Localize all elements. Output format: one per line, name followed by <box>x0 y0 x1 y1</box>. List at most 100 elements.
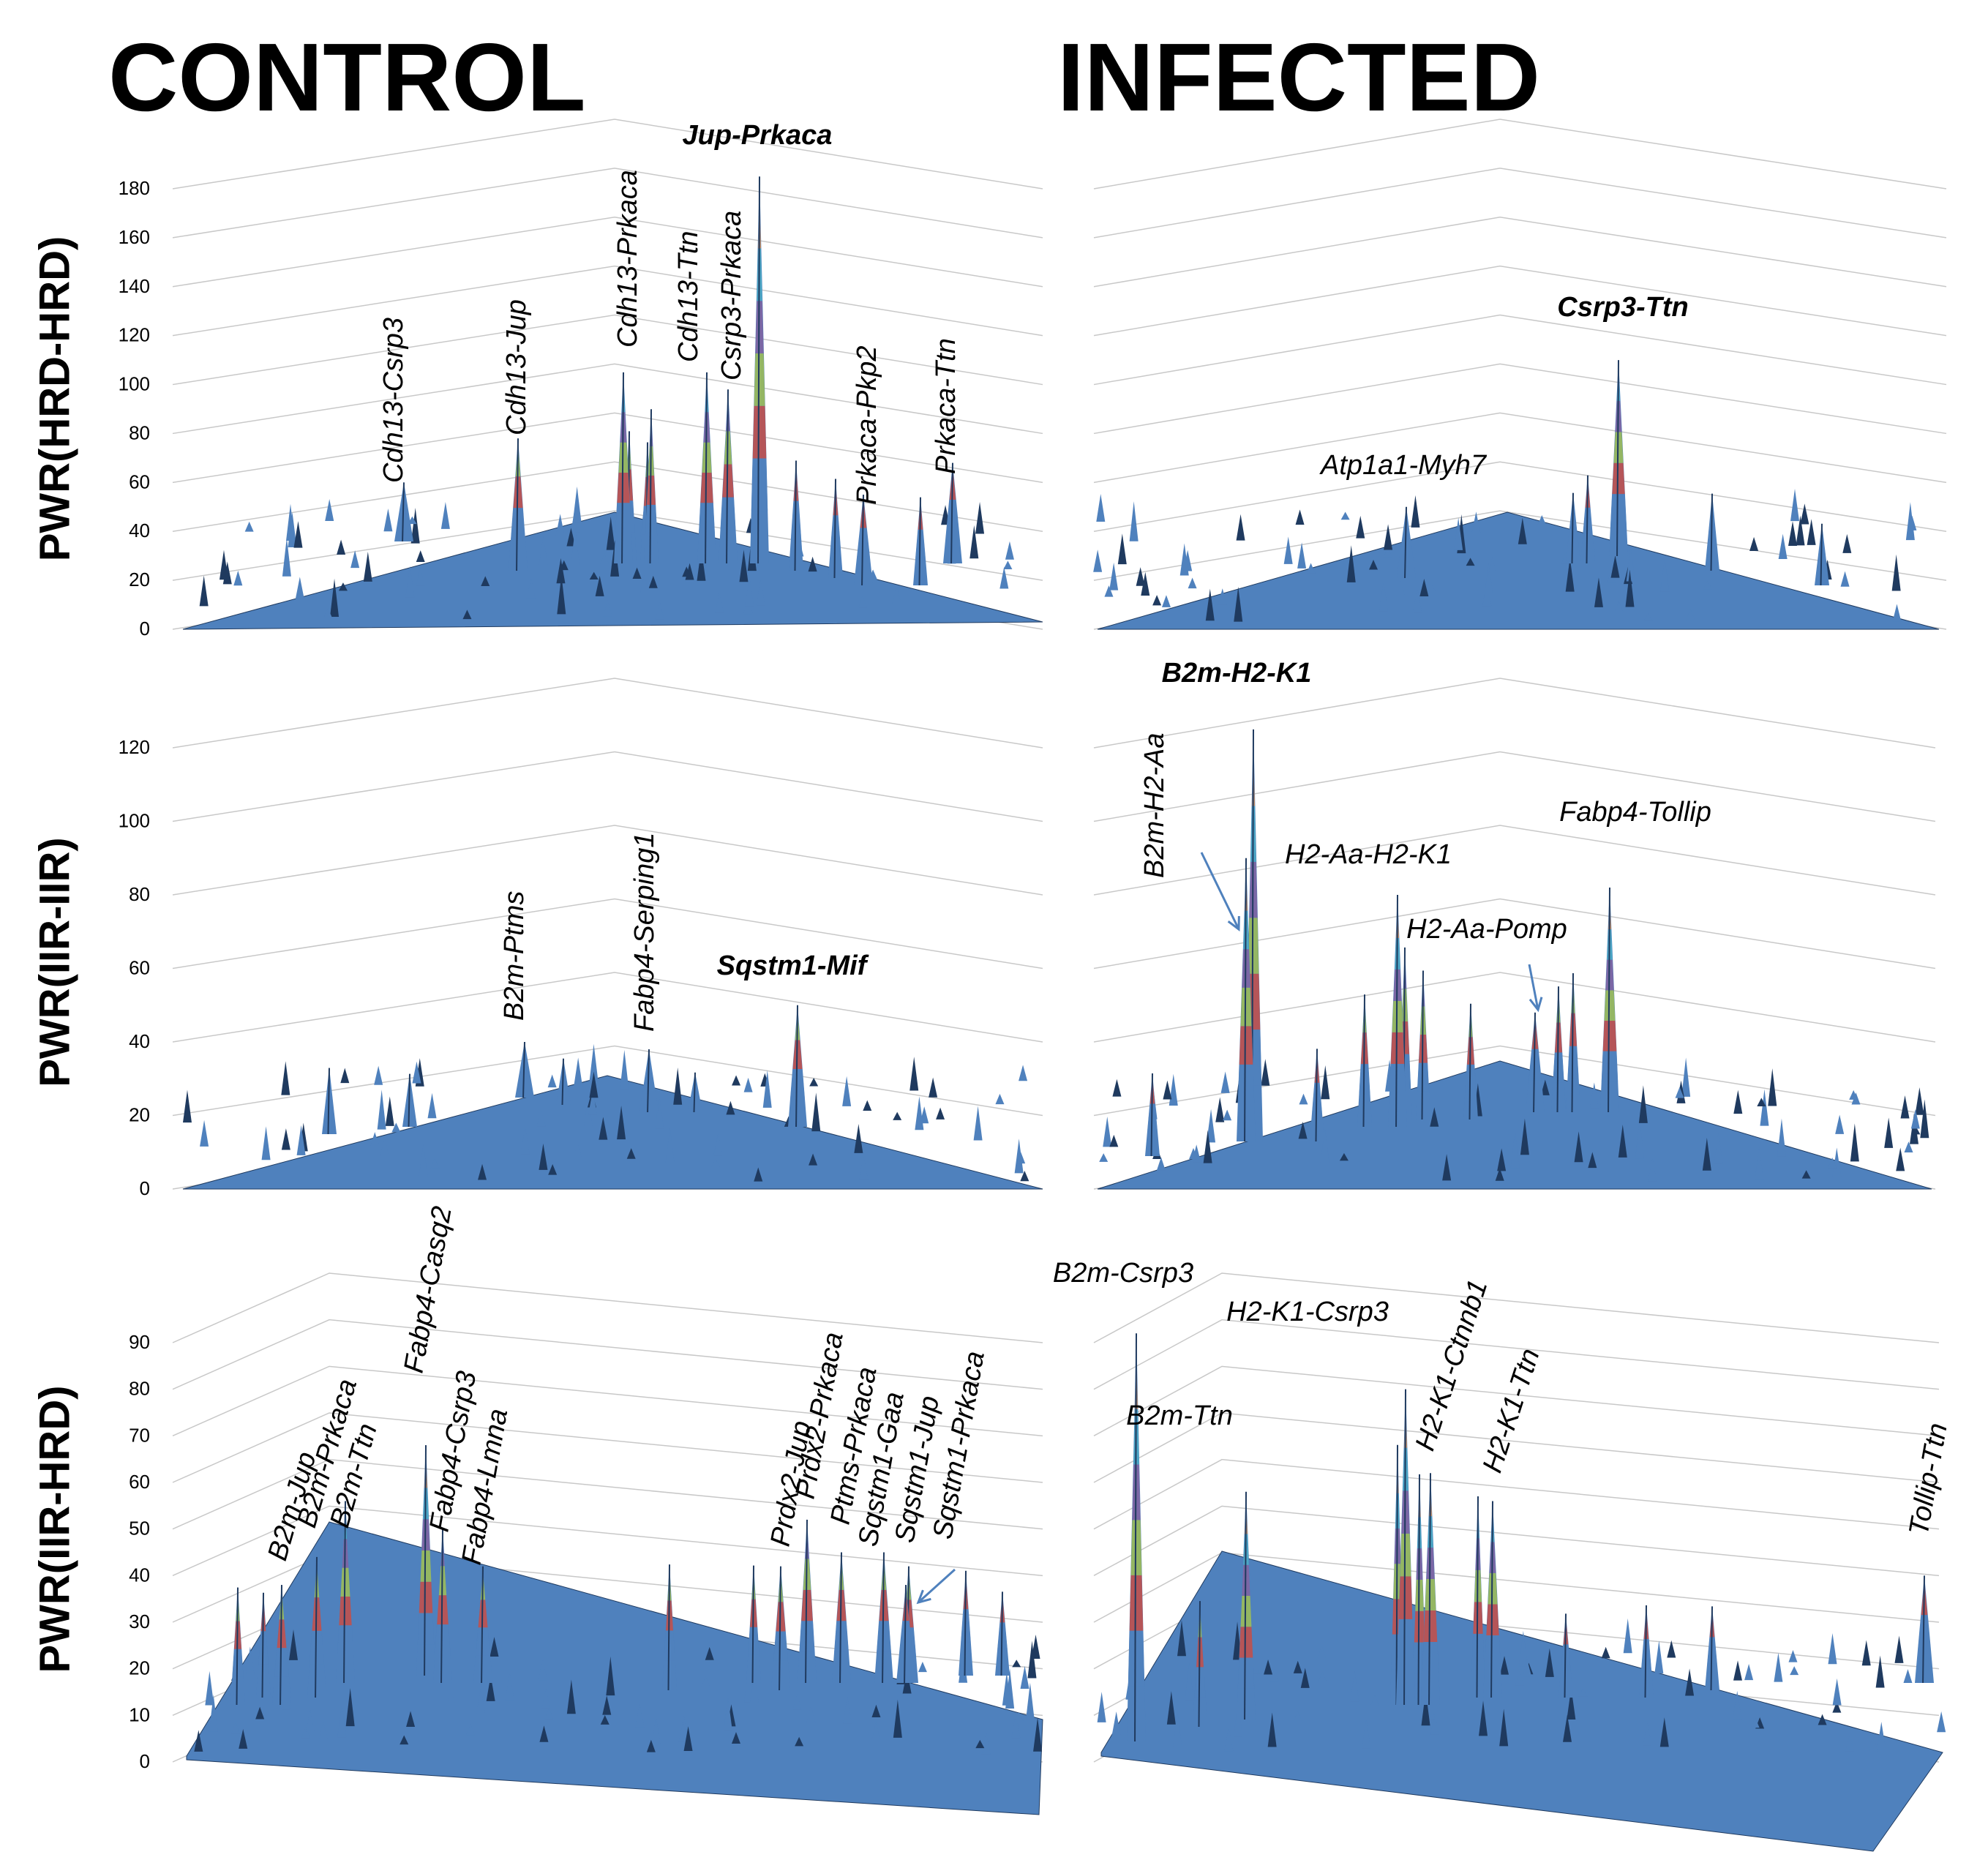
texture-spike <box>1471 511 1481 534</box>
gridline <box>172 751 1043 822</box>
y-tick-label: 180 <box>119 177 150 199</box>
texture-spike <box>526 579 536 599</box>
peak-sqstm1-mif-edge <box>795 1005 798 1128</box>
texture-spike <box>1523 1659 1532 1677</box>
secondary-peak-edge <box>1820 523 1823 586</box>
texture-spike <box>1851 1092 1861 1105</box>
texture-spike <box>809 1078 819 1087</box>
texture-spike <box>1166 1691 1176 1725</box>
texture-spike <box>1298 1122 1308 1139</box>
secondary-peak-edge <box>1000 1591 1003 1676</box>
gridline <box>172 1458 1043 1530</box>
texture-spike <box>854 1124 863 1153</box>
surface-floor <box>182 1075 1043 1190</box>
peak-csrp3-ttn-band <box>1610 494 1627 525</box>
gridline <box>172 1272 1043 1343</box>
texture-spike <box>446 1691 456 1706</box>
y-tick-label: 20 <box>129 1104 150 1126</box>
texture-spike <box>301 1726 311 1739</box>
texture-spike <box>419 1144 428 1177</box>
texture-spike <box>929 1077 938 1098</box>
texture-spike <box>995 1093 1005 1105</box>
texture-spike <box>918 1662 927 1673</box>
texture-spike <box>374 1065 383 1085</box>
gridline <box>172 1319 1043 1390</box>
texture-spike <box>462 610 472 620</box>
y-tick-label: 20 <box>129 569 150 590</box>
gridline <box>1093 510 1947 581</box>
texture-spike <box>1027 1640 1037 1679</box>
peak-sqstm1-prkaca-band <box>899 1621 912 1652</box>
texture-spike <box>705 1646 714 1660</box>
texture-spike <box>1894 1635 1904 1663</box>
texture-spike <box>1297 542 1307 569</box>
chart-svg: 0102030405060708090B2m-JupB2m-PrkacaB2m-… <box>129 1204 1043 1815</box>
gridline <box>172 678 1043 749</box>
texture-spike <box>715 592 724 613</box>
peak-fabp4-lmna-band <box>476 1627 490 1656</box>
texture-spike <box>792 1694 802 1710</box>
y-tick-label: 0 <box>140 1177 150 1199</box>
texture-spike <box>481 576 490 586</box>
peak-fabp4-tollip-edge <box>1608 887 1610 1113</box>
texture-spike <box>1685 1668 1695 1696</box>
texture-spike <box>1623 1618 1632 1654</box>
y-tick-label: 80 <box>129 883 150 905</box>
texture-spike <box>557 574 566 615</box>
texture-spike <box>1618 1125 1627 1158</box>
texture-spike <box>1588 1152 1597 1169</box>
peak-label-cdh13-csrp3: Cdh13-Csrp3 <box>378 318 409 483</box>
texture-spike <box>1908 515 1917 530</box>
texture-spike <box>600 553 609 565</box>
texture-spike <box>261 1126 271 1160</box>
texture-spike <box>809 1153 818 1166</box>
chart-infected-hrd-hrd: Atp1a1-Myh7 Csrp3-Ttn <box>0 0 1988 644</box>
texture-spike <box>1589 1082 1599 1109</box>
secondary-peak-edge <box>649 409 652 564</box>
texture-spike <box>1807 519 1816 545</box>
gridline <box>1093 678 1936 749</box>
texture-spike <box>289 1629 299 1660</box>
texture-spike <box>1161 595 1171 607</box>
y-tick-label: 30 <box>129 1610 150 1632</box>
texture-spike <box>1185 1662 1194 1700</box>
texture-spike <box>1369 560 1379 570</box>
peak-ptms-prkaca-edge <box>839 1552 842 1684</box>
texture-spike <box>1868 1733 1878 1752</box>
texture-spike <box>842 1076 852 1106</box>
texture-spike <box>544 1708 554 1720</box>
secondary-peak-edge <box>1315 1049 1318 1142</box>
texture-spike <box>233 570 243 586</box>
texture-spike <box>1370 1695 1379 1706</box>
peak-b2m-ttn-band <box>339 1596 352 1626</box>
y-tick-label: 40 <box>129 520 150 541</box>
texture-spike <box>1234 586 1243 622</box>
texture-spike <box>1937 1711 1946 1733</box>
peak-label-h2-k1-csrp3: H2-K1-Csrp3 <box>1226 1297 1389 1327</box>
texture-spike <box>1300 1668 1310 1688</box>
texture-spike <box>1188 577 1197 589</box>
texture-spike <box>744 1666 754 1703</box>
texture-spike <box>1497 1148 1507 1171</box>
y-tick-label: 0 <box>140 618 150 640</box>
chart-control-iir-hrd: 0 10 20 30 40 50 60 70 80 90 B2m-Jup B2m-Prkaca B2m-… <box>129 1204 1043 1815</box>
texture-spike <box>1601 1646 1610 1659</box>
texture-spike <box>1828 1158 1837 1169</box>
texture-spike <box>1565 558 1575 592</box>
texture-spike <box>1755 1147 1764 1180</box>
texture-spike <box>1299 1093 1308 1105</box>
secondary-peak-edge <box>1710 493 1713 571</box>
arrow-head <box>916 1589 931 1605</box>
gridline <box>1093 363 1947 435</box>
texture-spike <box>1892 604 1902 622</box>
peak-label-h2-aa-pomp: H2-Aa-Pomp <box>1406 914 1567 945</box>
texture-spike <box>541 1688 551 1709</box>
texture-spike <box>209 1694 218 1732</box>
texture-spike <box>893 1699 902 1738</box>
gridline <box>172 461 1043 532</box>
texture-spike <box>732 1075 741 1086</box>
chart-control-iir-iir: 0 20 40 60 80 100 120 B2m-Ptms Fabp4-Serping1 Sqs… <box>0 0 1076 1215</box>
peak-b2m-jup-edge <box>280 1585 282 1706</box>
texture-spike <box>1205 588 1215 621</box>
y-tick-label: 40 <box>129 1030 150 1052</box>
